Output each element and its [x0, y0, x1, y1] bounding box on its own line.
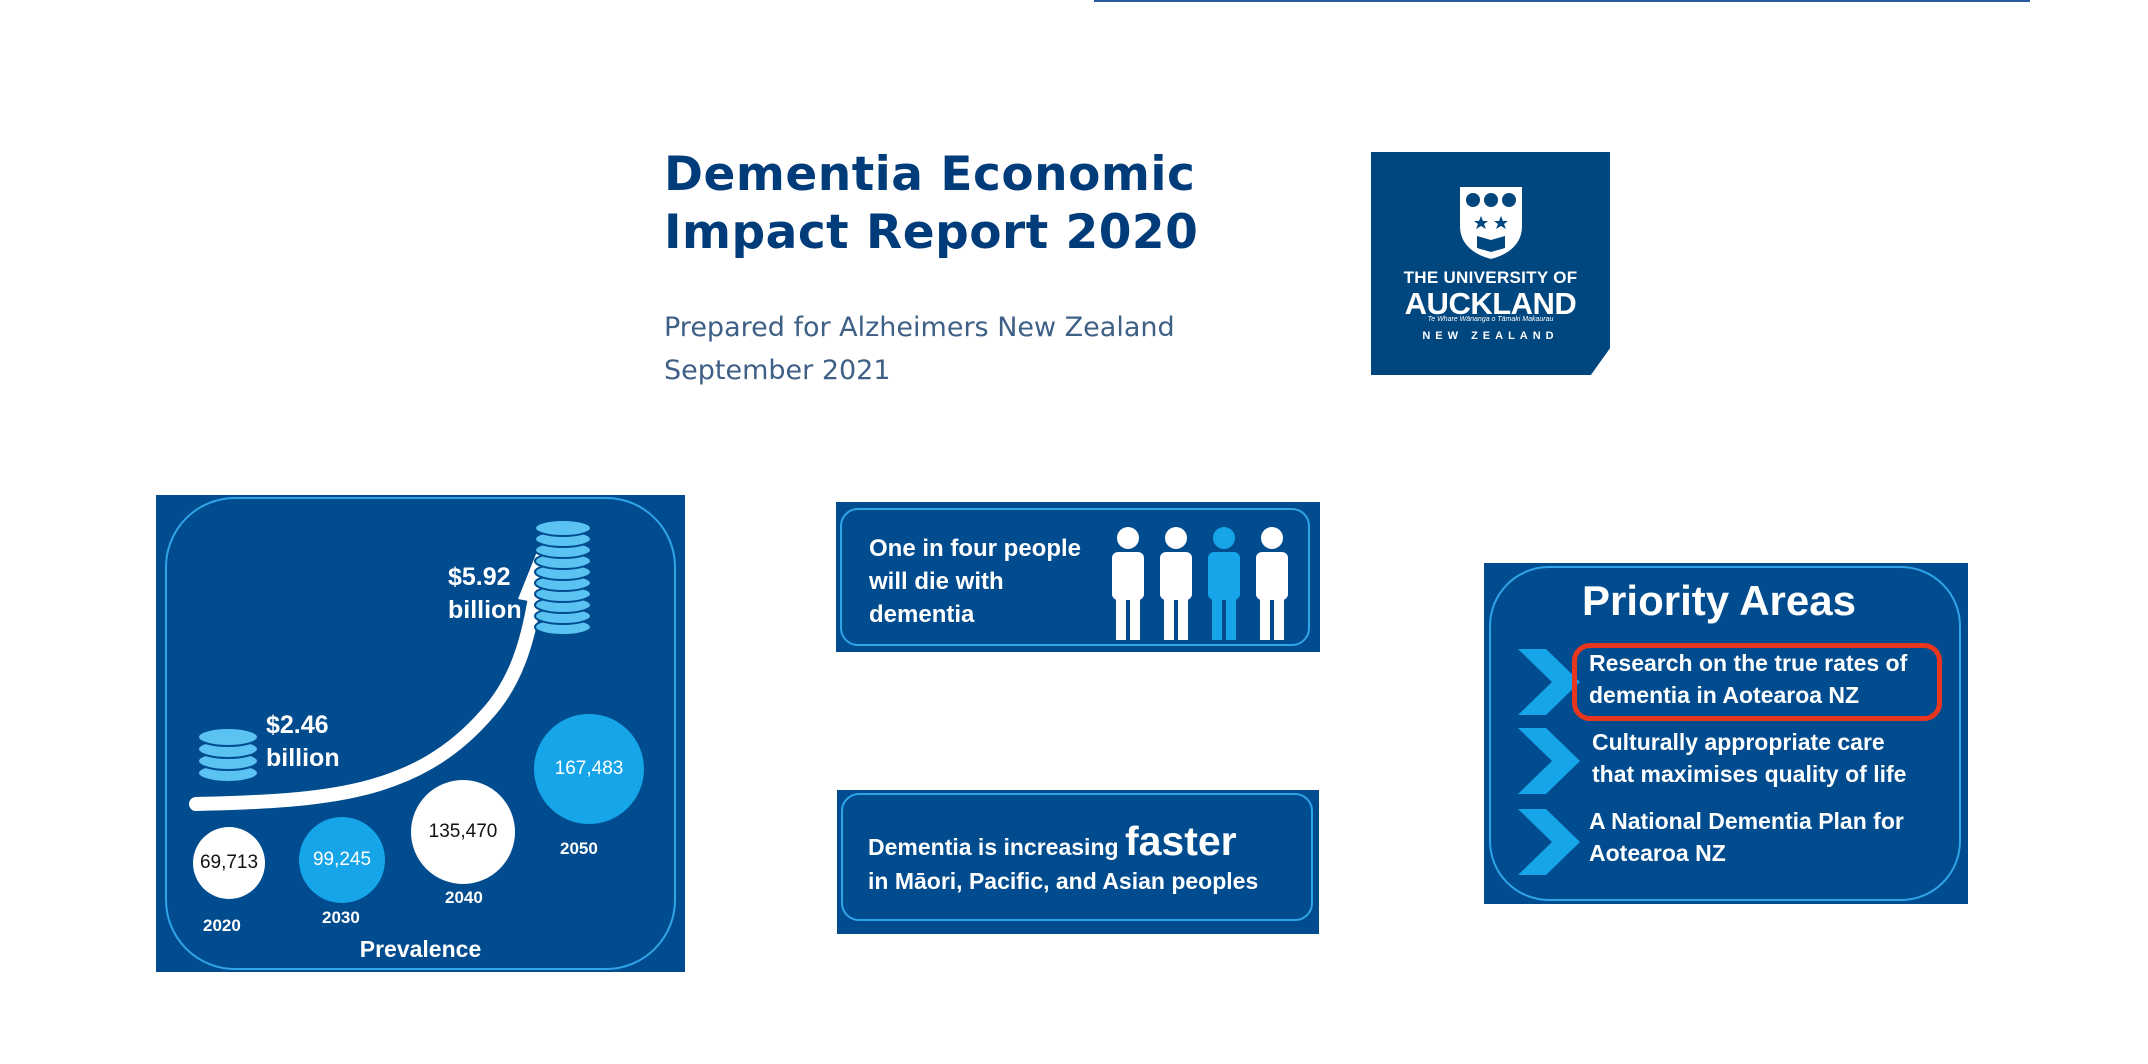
- report-title-line2: Impact Report 2020: [664, 205, 1199, 260]
- faster-line2: in Māori, Pacific, and Asian peoples: [868, 868, 1259, 894]
- report-subtitle: Prepared for Alzheimers New Zealand Sept…: [664, 306, 1175, 392]
- top-rule: [1094, 0, 2030, 2]
- people-icons: [1112, 527, 1288, 640]
- year-label-2020: 2020: [203, 916, 241, 935]
- person-icon: [1112, 527, 1144, 640]
- cost-2050: $5.92 billion: [448, 561, 522, 627]
- person-icon: [1160, 527, 1192, 640]
- prepared-for: Prepared for Alzheimers New Zealand: [664, 312, 1175, 343]
- priority-title: Priority Areas: [1582, 577, 1856, 624]
- logo-line1: THE UNIVERSITY OF: [1403, 268, 1578, 287]
- one-in-four-text: One in four people will die with dementi…: [869, 535, 1082, 628]
- priority-item-1-line2: dementia in Aotearoa NZ: [1589, 682, 1860, 708]
- faster-emphasis: faster: [1124, 818, 1237, 864]
- coin-stack-large-icon: [534, 519, 592, 636]
- logo-line3: Te Whare Wānanga o Tāmaki Makaurau: [1427, 316, 1554, 323]
- panel-border: [165, 497, 676, 970]
- priority-item-1-line1: Research on the true rates of: [1589, 650, 1908, 676]
- report-title-line1: Dementia Economic: [664, 147, 1196, 202]
- faster-prefix: Dementia is increasing: [868, 834, 1119, 860]
- prevalence-label: Prevalence: [359, 936, 482, 962]
- panel-border: [840, 508, 1310, 646]
- report-date: September 2021: [664, 355, 891, 386]
- priority-areas-panel: Priority Areas Research on the true rate…: [1484, 563, 1968, 904]
- person-icon: [1256, 527, 1288, 640]
- cost-2020-unit: billion: [266, 744, 340, 772]
- priority-item-1: Research on the true rates of dementia i…: [1589, 647, 1907, 711]
- faster-increase-panel: Dementia is increasing faster in Māori, …: [837, 790, 1319, 934]
- year-label-2040: 2040: [445, 888, 483, 907]
- crest-icon: [1458, 185, 1524, 262]
- one-in-four-panel: One in four people will die with dementi…: [836, 502, 1320, 652]
- priority-item-2-line1: Culturally appropriate care: [1592, 729, 1885, 755]
- growth-arrow: [189, 584, 543, 811]
- coin-stack-small-icon: [197, 727, 259, 783]
- chevron-right-icon: [1518, 728, 1580, 794]
- prevalence-circle-2020: 69,713: [193, 827, 265, 899]
- person-icon-highlighted: [1208, 527, 1240, 640]
- cost-2050-value: $5.92: [448, 563, 511, 591]
- year-label-2050: 2050: [560, 839, 598, 858]
- priority-item-2: Culturally appropriate care that maximis…: [1592, 726, 1906, 790]
- priority-item-3: A National Dementia Plan for Aotearoa NZ: [1589, 805, 1904, 869]
- growth-arrow-graphic: [189, 519, 592, 811]
- cost-2050-unit: billion: [448, 596, 522, 624]
- cost-2020-value: $2.46: [266, 711, 329, 739]
- highlight-box: [1572, 643, 1942, 721]
- prevalence-panel: $2.46 billion $5.92 billion 69,713 99,24…: [156, 495, 685, 972]
- logo-line4: NEW ZEALAND: [1422, 330, 1559, 342]
- logo-line2: AUCKLAND: [1404, 286, 1577, 321]
- prevalence-circle-2050: 167,483: [534, 714, 644, 824]
- report-title: Dementia Economic Impact Report 2020: [664, 146, 1264, 262]
- prevalence-circle-2030: 99,245: [299, 817, 385, 903]
- priority-item-2-line2: that maximises quality of life: [1592, 761, 1907, 787]
- faster-line1: Dementia is increasing faster: [868, 818, 1237, 865]
- cost-2020: $2.46 billion: [266, 709, 340, 775]
- chevron-right-icon: [1518, 649, 1580, 715]
- chevron-right-icon: [1518, 809, 1580, 875]
- prevalence-circle-2040: 135,470: [411, 780, 515, 884]
- year-label-2030: 2030: [322, 908, 360, 927]
- university-logo: THE UNIVERSITY OF AUCKLAND Te Whare Wāna…: [1371, 152, 1610, 375]
- panel-border: [841, 793, 1313, 921]
- priority-item-3-line2: Aotearoa NZ: [1589, 840, 1726, 866]
- priority-item-3-line1: A National Dementia Plan for: [1589, 808, 1904, 834]
- panel-border: [1489, 566, 1961, 901]
